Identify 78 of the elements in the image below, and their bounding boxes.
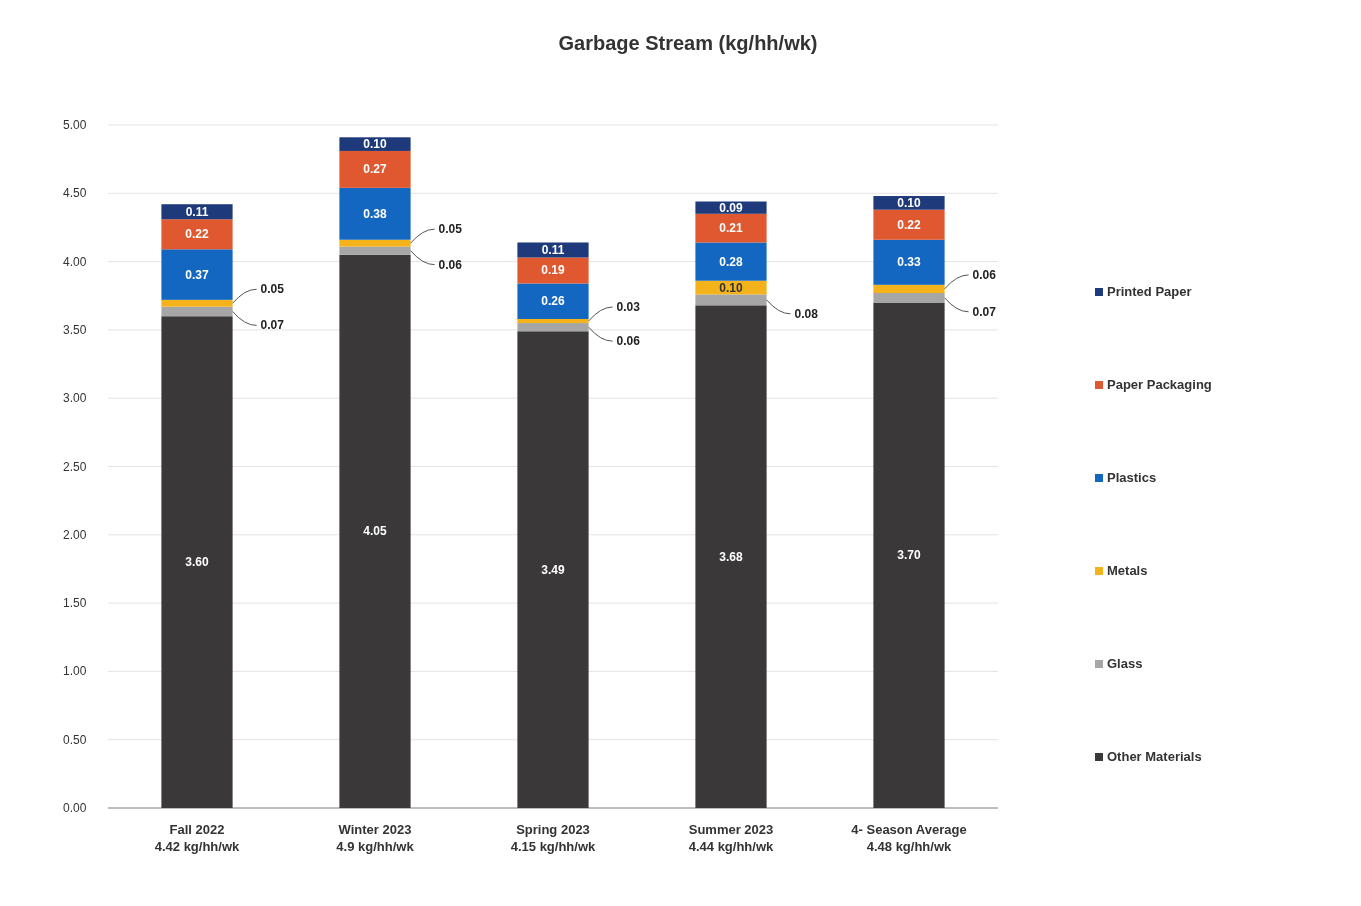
bar bbox=[695, 242, 767, 281]
bar bbox=[339, 254, 411, 808]
data-label: 0.27 bbox=[363, 162, 387, 177]
x-tick-label: Summer 2023 4.44 kg/hh/wk bbox=[688, 822, 775, 854]
data-label: 0.07 bbox=[972, 304, 997, 319]
legend-label: Printed Paper bbox=[1107, 284, 1192, 299]
data-label: 0.22 bbox=[185, 227, 209, 242]
x-tick-label: Winter 2023 4.9 kg/hh/wk bbox=[336, 822, 415, 854]
data-label: 0.28 bbox=[719, 254, 743, 269]
y-tick-label: 2.50 bbox=[63, 459, 87, 474]
bar bbox=[339, 150, 411, 188]
bar bbox=[873, 239, 945, 285]
y-tick-label: 4.00 bbox=[63, 254, 87, 269]
bar bbox=[873, 302, 945, 808]
data-label: 0.05 bbox=[438, 222, 463, 237]
bar bbox=[339, 246, 411, 255]
data-label: 0.21 bbox=[719, 221, 743, 236]
y-tick-label: 1.00 bbox=[63, 664, 87, 679]
data-label: 0.06 bbox=[972, 267, 997, 282]
bar bbox=[873, 284, 945, 294]
bar bbox=[517, 318, 589, 324]
y-tick-label: 0.00 bbox=[63, 801, 87, 815]
data-label: 0.06 bbox=[616, 334, 641, 349]
data-label: 0.26 bbox=[541, 294, 565, 309]
bar bbox=[517, 283, 589, 319]
data-label: 0.11 bbox=[541, 242, 565, 257]
x-tick-label: 4- Season Average 4.48 kg/hh/wk bbox=[851, 822, 967, 854]
data-label: 0.10 bbox=[897, 195, 921, 210]
data-label: 0.03 bbox=[616, 300, 641, 315]
data-label: 0.07 bbox=[260, 318, 285, 333]
legend-label: Glass bbox=[1107, 656, 1143, 671]
bar bbox=[517, 323, 589, 332]
x-tick-label: Fall 2022 4.42 kg/hh/wk bbox=[154, 822, 241, 854]
data-label: 0.22 bbox=[897, 217, 921, 232]
legend-label: Plastics bbox=[1107, 470, 1157, 485]
bar bbox=[695, 213, 767, 243]
chart-title: Garbage Stream (kg/hh/wk) bbox=[558, 32, 818, 54]
data-label: 0.05 bbox=[260, 282, 285, 297]
bar bbox=[161, 306, 233, 317]
data-label: 0.11 bbox=[185, 204, 209, 219]
data-label: 3.68 bbox=[719, 549, 743, 564]
legend-label: Paper Packaging bbox=[1107, 377, 1212, 392]
data-label: 0.09 bbox=[719, 200, 743, 215]
y-tick-label: 4.50 bbox=[63, 186, 87, 201]
data-label: 3.49 bbox=[541, 562, 565, 577]
bar bbox=[161, 249, 233, 300]
bar bbox=[161, 299, 233, 307]
data-label: 4.05 bbox=[363, 524, 387, 539]
y-tick-label: 3.50 bbox=[63, 322, 87, 337]
y-tick-label: 1.50 bbox=[63, 596, 87, 611]
legend-label: Other Materials bbox=[1107, 749, 1202, 764]
data-label: 0.33 bbox=[897, 255, 921, 270]
data-label: 0.37 bbox=[185, 267, 209, 282]
bar bbox=[695, 305, 767, 808]
data-label: 0.08 bbox=[794, 306, 819, 321]
y-tick-label: 3.00 bbox=[63, 391, 87, 406]
y-tick-label: 5.00 bbox=[63, 118, 87, 132]
bar bbox=[161, 219, 233, 250]
y-tick-label: 2.00 bbox=[63, 527, 87, 542]
bar bbox=[873, 293, 945, 303]
data-label: 0.38 bbox=[363, 206, 387, 221]
data-label: 0.10 bbox=[719, 280, 743, 295]
data-label: 0.10 bbox=[363, 137, 387, 152]
data-label: 3.70 bbox=[897, 548, 921, 563]
bar bbox=[517, 242, 589, 258]
y-tick-label: 0.50 bbox=[63, 732, 87, 747]
data-label: 0.19 bbox=[541, 263, 565, 278]
data-label: 0.06 bbox=[438, 257, 463, 272]
bar bbox=[517, 331, 589, 808]
bar bbox=[517, 257, 589, 284]
bar bbox=[339, 187, 411, 240]
x-tick-label: Spring 2023 4.15 kg/hh/wk bbox=[510, 822, 597, 854]
bar bbox=[339, 239, 411, 247]
data-label: 3.60 bbox=[185, 555, 209, 570]
bar bbox=[873, 209, 945, 240]
bar bbox=[695, 294, 767, 306]
legend-label: Metals bbox=[1107, 563, 1148, 578]
bar bbox=[161, 316, 233, 808]
